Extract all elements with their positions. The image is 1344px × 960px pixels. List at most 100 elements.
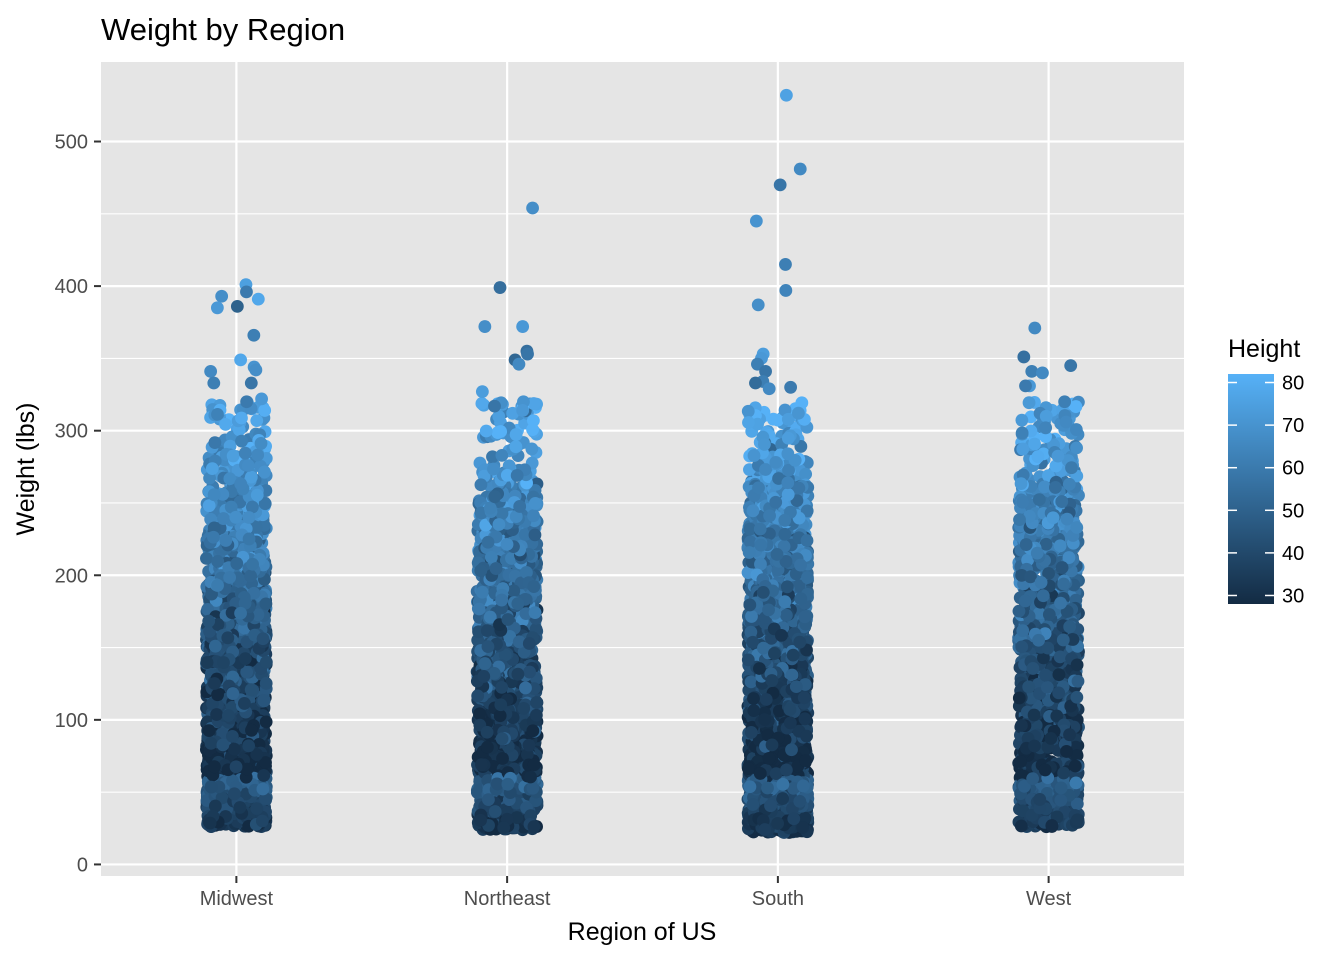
data-point xyxy=(249,520,263,534)
data-point xyxy=(489,562,503,575)
data-point xyxy=(494,698,508,712)
data-point xyxy=(258,404,272,417)
data-point xyxy=(200,656,214,669)
outlier-point xyxy=(526,201,539,215)
outlier-point xyxy=(234,353,248,367)
data-point xyxy=(202,724,216,738)
data-point xyxy=(528,497,542,510)
data-point xyxy=(519,681,532,695)
data-point xyxy=(250,748,264,761)
data-point xyxy=(207,530,220,544)
data-point xyxy=(480,725,494,739)
data-point xyxy=(492,518,506,531)
data-point xyxy=(208,436,222,450)
data-point xyxy=(258,497,272,511)
data-point xyxy=(238,652,252,666)
data-point xyxy=(494,425,508,438)
data-point xyxy=(487,462,500,476)
data-point xyxy=(259,715,273,729)
data-point xyxy=(529,708,543,722)
data-point xyxy=(240,762,254,776)
data-point xyxy=(226,687,240,700)
data-point xyxy=(257,769,271,782)
chart-title: Weight by Region xyxy=(101,12,345,47)
data-point xyxy=(210,708,223,721)
data-point xyxy=(495,449,509,462)
data-point xyxy=(205,462,219,476)
data-point xyxy=(203,625,216,638)
data-point xyxy=(522,738,536,752)
data-point xyxy=(233,801,247,814)
data-point xyxy=(527,820,541,834)
outlier-point xyxy=(244,376,258,390)
data-point xyxy=(483,501,497,515)
outlier-point xyxy=(516,320,530,333)
data-point xyxy=(207,760,221,774)
data-point xyxy=(240,665,254,679)
data-point xyxy=(474,564,488,578)
data-point xyxy=(472,602,486,616)
data-point xyxy=(259,756,272,769)
data-point xyxy=(216,512,230,525)
data-point xyxy=(207,488,221,502)
data-point xyxy=(258,465,271,479)
data-point xyxy=(244,569,258,583)
data-point xyxy=(242,532,256,546)
data-point xyxy=(217,656,230,669)
data-point xyxy=(524,770,537,784)
data-point xyxy=(475,585,489,599)
data-point xyxy=(208,677,221,690)
data-point xyxy=(250,488,264,502)
data-point xyxy=(237,697,251,710)
data-point xyxy=(211,579,224,592)
data-point xyxy=(497,821,511,835)
data-point xyxy=(229,760,243,774)
data-point xyxy=(527,758,541,772)
data-point xyxy=(244,470,258,484)
data-point xyxy=(241,459,255,472)
data-point xyxy=(480,740,494,754)
data-point xyxy=(202,499,216,513)
data-point xyxy=(493,709,507,723)
data-point xyxy=(211,688,224,702)
data-point xyxy=(244,683,258,697)
data-point xyxy=(225,729,239,743)
data-point xyxy=(511,597,525,611)
data-point xyxy=(528,606,542,620)
data-point xyxy=(208,799,222,813)
data-point xyxy=(223,571,237,584)
data-point xyxy=(506,406,520,420)
data-point xyxy=(522,637,536,650)
data-point xyxy=(526,423,539,436)
data-point xyxy=(216,738,230,752)
data-point xyxy=(507,584,521,598)
outlier-point xyxy=(215,289,229,303)
data-point xyxy=(242,739,256,753)
data-point xyxy=(245,723,258,737)
data-point xyxy=(513,500,527,513)
data-point xyxy=(229,510,243,524)
data-point xyxy=(475,758,488,772)
data-points xyxy=(200,88,1085,839)
outlier-point xyxy=(475,385,489,399)
outlier-point xyxy=(204,365,218,378)
data-point xyxy=(256,782,270,796)
data-point xyxy=(482,793,495,807)
data-point xyxy=(238,596,252,610)
data-point xyxy=(509,440,523,454)
data-point xyxy=(488,490,502,504)
data-point xyxy=(219,534,233,547)
data-point xyxy=(511,667,525,681)
data-point xyxy=(234,477,248,491)
data-point xyxy=(251,448,265,462)
data-point xyxy=(226,449,240,463)
data-point xyxy=(501,777,515,791)
data-point xyxy=(474,478,488,492)
data-point xyxy=(211,554,225,568)
data-point xyxy=(235,434,248,448)
outlier-point xyxy=(240,395,254,409)
data-point xyxy=(204,780,218,794)
outlier-point xyxy=(240,285,253,299)
outlier-point xyxy=(493,281,507,294)
